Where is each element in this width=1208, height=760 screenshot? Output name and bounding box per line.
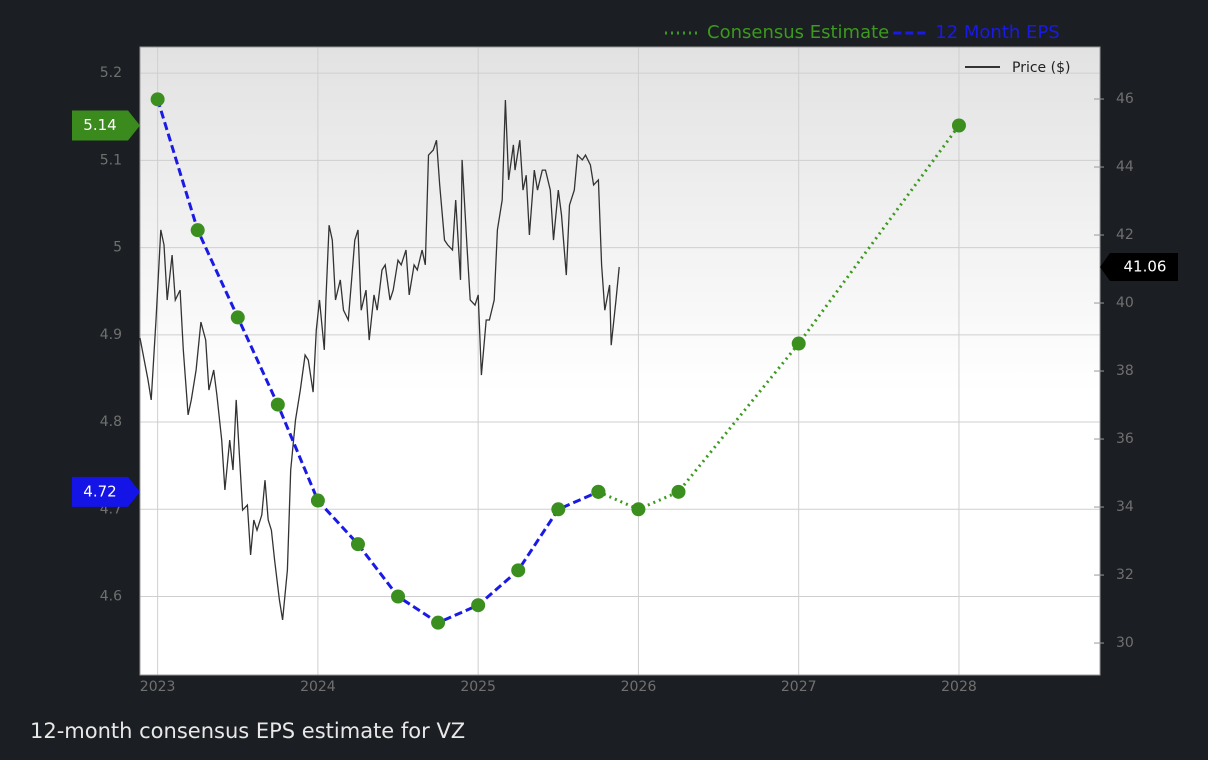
y2-tick-label: 46 [1116,91,1134,107]
y2-tick-label: 44 [1116,159,1134,175]
y2-tick-label: 36 [1116,431,1134,447]
point-marker [150,92,165,107]
y2-tick-label: 40 [1116,295,1134,311]
x-tick-label: 2026 [621,679,657,695]
legend-label[interactable]: Consensus Estimate [707,22,889,43]
value-flag-label: 4.72 [83,482,116,500]
point-marker [631,502,646,517]
x-tick-label: 2027 [781,679,817,695]
y-tick-label: 4.9 [100,327,122,343]
point-marker [511,563,526,578]
y2-tick-label: 42 [1116,227,1134,243]
point-marker [791,336,806,351]
y-tick-label: 5.1 [100,152,122,168]
plot-frame [139,46,1101,676]
point-marker [671,484,686,499]
point-marker [591,484,606,499]
plot-area [140,47,1100,675]
series-line [139,99,620,621]
value-flag-label: 41.06 [1124,257,1167,275]
value-flag [1100,252,1178,281]
x-tick-label: 2028 [941,679,977,695]
y2-tick-label: 32 [1116,567,1134,583]
point-marker [230,310,245,325]
point-marker [551,502,566,517]
value-flag [72,110,140,141]
y-tick-label: 5.2 [100,65,122,81]
y-tick-label: 4.6 [100,589,122,605]
point-marker [951,118,966,133]
point-marker [310,493,325,508]
value-flag-label: 5.14 [83,116,116,134]
point-marker [190,223,205,238]
y-tick-label: 4.8 [100,414,122,430]
y2-tick-label: 34 [1116,499,1134,515]
point-marker [391,589,406,604]
y2-tick-label: 38 [1116,363,1134,379]
legend-label[interactable]: Price ($) [1012,60,1070,76]
caption: 12-month consensus EPS estimate for VZ [30,719,465,743]
x-tick-label: 2025 [460,679,496,695]
legend-label[interactable]: 12 Month EPS [935,22,1059,43]
value-flag [72,476,140,507]
point-marker [431,615,446,630]
x-tick-label: 2023 [140,679,176,695]
point-marker [350,537,365,552]
y-tick-label: 5 [113,240,122,256]
x-tick-label: 2024 [300,679,336,695]
point-marker [471,598,486,613]
series-line [156,98,599,625]
y2-tick-label: 30 [1116,635,1134,651]
point-marker [270,397,285,412]
